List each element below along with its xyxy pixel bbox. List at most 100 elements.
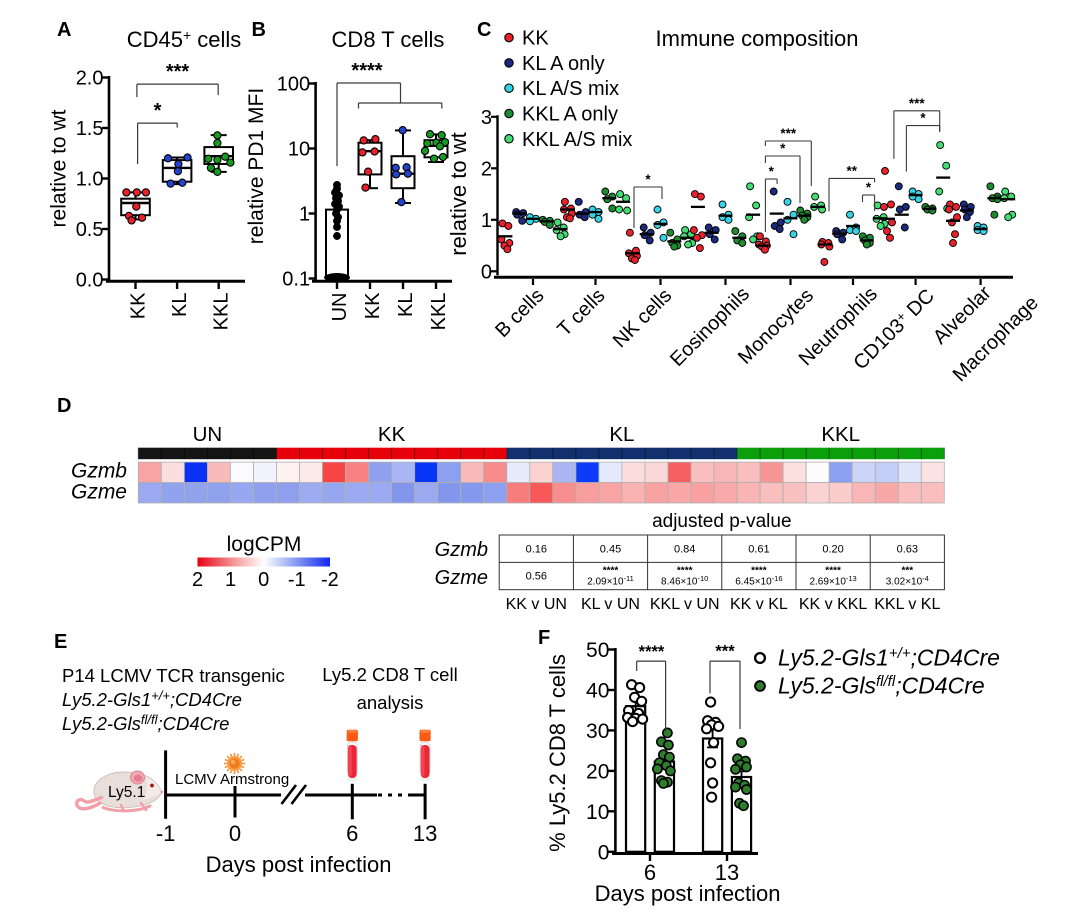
svg-text:D: D <box>57 395 71 417</box>
svg-text:LCMV Armstrong: LCMV Armstrong <box>175 771 289 788</box>
svg-text:KK: KK <box>362 292 384 319</box>
svg-text:2.0: 2.0 <box>76 68 104 90</box>
svg-text:*: * <box>866 180 872 195</box>
svg-text:****: **** <box>351 60 382 82</box>
svg-text:KL: KL <box>169 293 191 317</box>
svg-text:****: **** <box>639 643 665 661</box>
svg-text:13: 13 <box>413 821 437 846</box>
svg-text:CD8 T cells: CD8 T cells <box>332 27 445 52</box>
svg-text:P14 LCMV TCR transgenic: P14 LCMV TCR transgenic <box>62 665 285 686</box>
svg-text:*: * <box>645 172 651 187</box>
svg-text:***: *** <box>715 643 735 661</box>
svg-text:KKL: KKL <box>211 293 233 331</box>
svg-text:13: 13 <box>715 860 739 885</box>
svg-text:Gzmb: Gzmb <box>71 460 127 483</box>
svg-text:-1: -1 <box>156 821 176 846</box>
svg-text:*: * <box>769 164 775 179</box>
svg-text:KK v KKL: KK v KKL <box>799 596 868 613</box>
svg-text:KK v KL: KK v KL <box>730 596 788 613</box>
svg-text:0: 0 <box>229 821 241 846</box>
svg-text:relative to wt: relative to wt <box>446 132 471 256</box>
svg-text:****: **** <box>677 566 693 577</box>
svg-text:UN: UN <box>193 423 223 446</box>
svg-text:***: *** <box>909 96 926 111</box>
svg-text:logCPM: logCPM <box>227 533 302 556</box>
svg-text:0.45: 0.45 <box>600 544 621 556</box>
svg-text:0: 0 <box>598 841 610 864</box>
svg-text:C: C <box>477 19 491 41</box>
svg-text:*: * <box>154 100 162 122</box>
svg-text:1.5: 1.5 <box>76 118 104 140</box>
svg-text:adjusted p-value: adjusted p-value <box>652 511 791 532</box>
svg-text:KKL: KKL <box>428 293 450 331</box>
svg-text:2.09×10-11: 2.09×10-11 <box>587 574 634 588</box>
svg-text:KL A/S mix: KL A/S mix <box>522 78 619 100</box>
svg-text:0.20: 0.20 <box>822 544 843 556</box>
svg-text:% Ly5.2 CD8 T cells: % Ly5.2 CD8 T cells <box>545 654 570 852</box>
svg-text:Gzmb: Gzmb <box>435 539 488 561</box>
svg-text:-1: -1 <box>288 569 306 591</box>
svg-text:KK: KK <box>128 292 150 319</box>
svg-text:0: 0 <box>258 569 269 591</box>
svg-text:***: *** <box>901 566 913 577</box>
svg-text:KL: KL <box>395 293 417 317</box>
svg-text:KK: KK <box>378 423 406 446</box>
svg-text:Ly5.2-Glsfl/fl;CD4Cre: Ly5.2-Glsfl/fl;CD4Cre <box>62 712 229 734</box>
svg-text:Gzme: Gzme <box>435 567 488 589</box>
svg-text:****: **** <box>603 566 619 577</box>
svg-text:3.02×10-4: 3.02×10-4 <box>886 574 929 588</box>
svg-text:UN: UN <box>329 293 351 322</box>
svg-text:0.1: 0.1 <box>282 269 310 291</box>
svg-text:20: 20 <box>586 760 609 783</box>
svg-text:***: *** <box>780 126 797 141</box>
svg-text:0.5: 0.5 <box>76 219 104 241</box>
svg-text:50: 50 <box>586 639 609 662</box>
svg-text:40: 40 <box>586 680 609 703</box>
svg-text:0.0: 0.0 <box>76 270 104 292</box>
svg-text:Ly5.2-Gls1+/+;CD4Cre: Ly5.2-Gls1+/+;CD4Cre <box>62 688 242 710</box>
svg-text:KL: KL <box>609 423 634 446</box>
svg-text:0.63: 0.63 <box>897 544 918 556</box>
svg-text:1: 1 <box>225 569 236 591</box>
svg-text:KK: KK <box>522 28 549 50</box>
svg-text:1: 1 <box>481 210 492 232</box>
svg-text:30: 30 <box>586 720 609 743</box>
svg-text:Ly5.1: Ly5.1 <box>108 784 145 801</box>
svg-text:F: F <box>538 627 550 649</box>
svg-text:KL A only: KL A only <box>522 53 605 75</box>
svg-text:relative to wt: relative to wt <box>48 109 71 227</box>
svg-text:KKL A only: KKL A only <box>522 104 618 126</box>
svg-text:*: * <box>920 111 926 126</box>
svg-text:KKL v KL: KKL v KL <box>874 596 940 613</box>
svg-text:KKL: KKL <box>821 423 860 446</box>
svg-text:****: **** <box>825 566 841 577</box>
svg-text:Ly5.2 CD8 T cell: Ly5.2 CD8 T cell <box>322 664 457 685</box>
svg-text:KL v UN: KL v UN <box>581 596 640 613</box>
svg-text:Gzme: Gzme <box>71 481 127 504</box>
svg-text:***: *** <box>166 61 190 83</box>
svg-text:100: 100 <box>277 74 310 96</box>
svg-text:1: 1 <box>299 204 310 226</box>
svg-text:0.84: 0.84 <box>674 544 695 556</box>
svg-text:-2: -2 <box>321 569 339 591</box>
svg-text:1.0: 1.0 <box>76 169 104 191</box>
svg-text:2: 2 <box>481 158 492 180</box>
svg-text:Ly5.2-Gls1+/+;CD4Cre: Ly5.2-Gls1+/+;CD4Cre <box>778 645 1000 671</box>
svg-text:6: 6 <box>644 860 656 885</box>
svg-text:Days post infection: Days post infection <box>595 881 781 906</box>
svg-text:****: **** <box>751 566 767 577</box>
svg-text:*: * <box>780 141 786 156</box>
svg-text:relative PD1 MFI: relative PD1 MFI <box>245 88 268 244</box>
svg-text:0: 0 <box>481 261 492 283</box>
svg-text:CD45+ cells: CD45+ cells <box>127 27 242 52</box>
svg-text:10: 10 <box>586 801 609 824</box>
svg-text:3: 3 <box>481 107 492 129</box>
svg-text:KKL v UN: KKL v UN <box>650 596 720 613</box>
svg-text:6: 6 <box>346 821 358 846</box>
svg-text:0.61: 0.61 <box>748 544 769 556</box>
svg-text:6.45×10-16: 6.45×10-16 <box>735 574 782 588</box>
svg-text:Immune composition: Immune composition <box>656 26 859 51</box>
svg-text:analysis: analysis <box>357 692 424 713</box>
svg-text:**: ** <box>847 163 858 178</box>
svg-text:Days post infection: Days post infection <box>206 852 392 877</box>
